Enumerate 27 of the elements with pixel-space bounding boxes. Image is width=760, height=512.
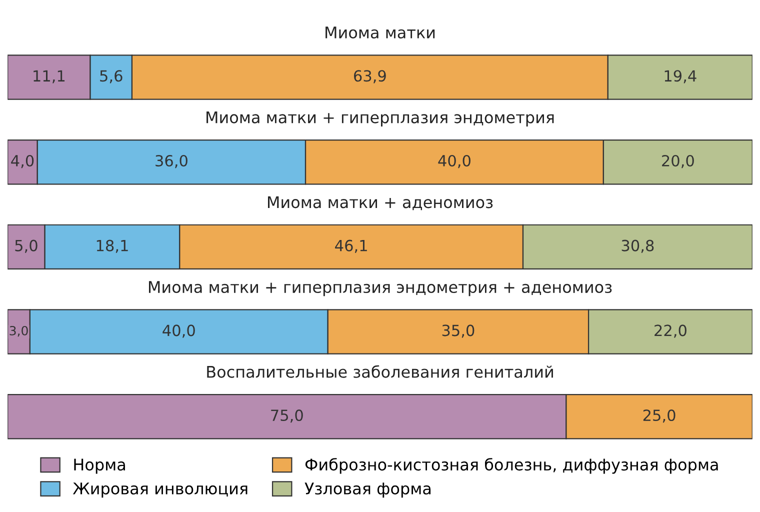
- data-label: 40,0: [438, 154, 470, 168]
- data-label: 4,0: [11, 154, 34, 168]
- y-tick-label: Миома матки + аденомиоз: [268, 196, 493, 210]
- data-label: 46,1: [335, 240, 367, 253]
- y-tick-label: Миома матки: [326, 26, 435, 39]
- data-label: 75,0: [271, 410, 303, 423]
- data-label: 5,0: [15, 240, 38, 253]
- y-tick-label: Миома матки + гиперплазия эндометрия: [206, 111, 554, 126]
- data-label: 20,0: [662, 154, 694, 168]
- data-label: 35,0: [442, 324, 474, 338]
- legend-label: Норма: [74, 458, 125, 474]
- legend-label: Узловая форма: [304, 482, 431, 498]
- data-label: 5,6: [100, 70, 122, 84]
- data-label: 30,8: [622, 240, 654, 253]
- y-tick-label: Миома матки + гиперплазия эндометрия + аденомиоз: [148, 281, 612, 296]
- data-label: 3,0: [10, 326, 28, 337]
- y-tick-label: Воспалительные заболевания гениталий: [207, 365, 553, 378]
- data-label: 40,0: [162, 324, 195, 338]
- legend-label: Жировая инволюция: [72, 482, 248, 498]
- data-label: 11,1: [34, 70, 65, 84]
- data-label: 25,0: [643, 410, 676, 423]
- data-label: 22,0: [654, 324, 686, 338]
- data-label: 18,1: [96, 240, 128, 253]
- data-label: 19,4: [664, 70, 696, 84]
- legend-label: Фиброзно-кистозная болезнь, диффузная форма: [305, 458, 718, 474]
- data-label: 36,0: [156, 154, 188, 168]
- data-label: 63,9: [354, 70, 386, 84]
